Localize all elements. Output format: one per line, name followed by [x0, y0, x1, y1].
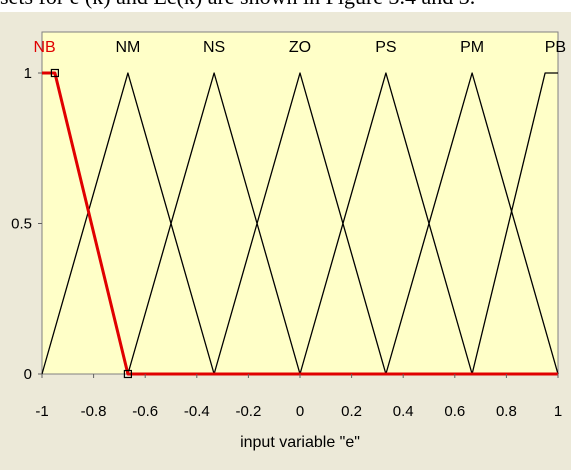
series-layer [41, 68, 559, 379]
mf-label-pm[interactable]: PM [460, 39, 484, 56]
mf-line-nb[interactable] [42, 71, 558, 376]
x-tick-label: 0.8 [496, 403, 517, 420]
mf-label-nm[interactable]: NM [115, 39, 140, 56]
series-labels: NB NM NS ZO PS PM PB [33, 39, 566, 56]
mf-label-nb[interactable]: NB [33, 39, 55, 56]
y-tick-label: 0 [24, 366, 32, 383]
mf-line-zo[interactable] [213, 72, 387, 375]
x-tick-label: -0.6 [132, 403, 158, 420]
x-tick-label: -0.2 [235, 403, 261, 420]
mf-vertex-handle[interactable] [50, 68, 60, 78]
y-tick-labels: 00.51 [11, 65, 42, 383]
x-tick-label: 0.4 [393, 403, 414, 420]
x-tick-label: 0.6 [444, 403, 465, 420]
x-tick-label: 0 [296, 403, 304, 420]
x-tick-label: 0.2 [341, 403, 362, 420]
x-axis-label: input variable "e" [240, 434, 360, 451]
x-tick-label: -0.8 [81, 403, 107, 420]
document-caption: sets for e (k) and Ec(k) are shown in Fi… [0, 0, 571, 12]
plot-background [41, 31, 559, 375]
mf-label-ps[interactable]: PS [375, 39, 396, 56]
x-tick-labels: -1 -0.8 -0.6 -0.4 -0.2 0 0.2 0.4 0.6 0.8 1 [35, 374, 562, 420]
y-tick-label: 1 [24, 65, 32, 82]
mf-label-ns[interactable]: NS [203, 39, 225, 56]
mf-line-nm[interactable] [41, 72, 215, 375]
y-tick-label: 0.5 [11, 216, 32, 233]
mf-vertex-handle[interactable] [123, 369, 133, 379]
mf-line-pb[interactable] [471, 72, 558, 375]
mf-line-pm[interactable] [385, 72, 559, 375]
x-tick-label: -1 [35, 403, 48, 420]
mf-line-ps[interactable] [299, 72, 473, 375]
mf-line-ns[interactable] [127, 72, 301, 375]
mf-label-pb[interactable]: PB [545, 39, 566, 56]
x-tick-label: 1 [554, 403, 562, 420]
mf-label-zo[interactable]: ZO [289, 39, 311, 56]
x-tick-label: -0.4 [184, 403, 210, 420]
